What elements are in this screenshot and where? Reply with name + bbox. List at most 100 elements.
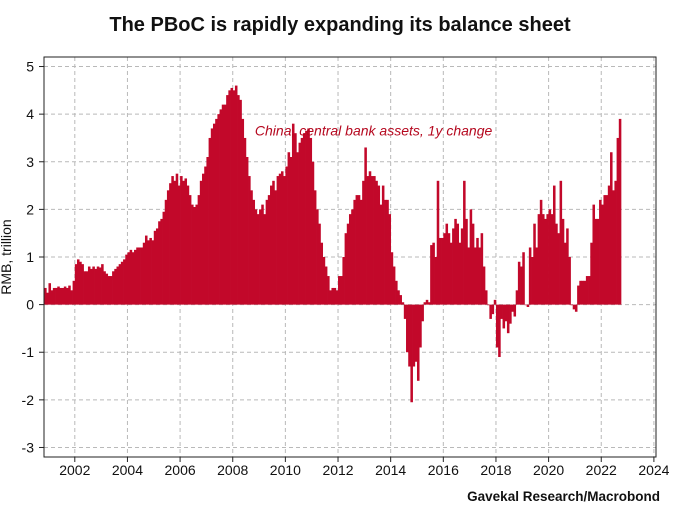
- bar: [175, 173, 179, 305]
- y-tick-label: 5: [26, 59, 34, 75]
- bar: [603, 195, 606, 305]
- bar: [596, 218, 600, 305]
- bar: [397, 290, 400, 305]
- bar: [127, 252, 130, 305]
- bar: [401, 302, 405, 305]
- bar: [616, 137, 620, 305]
- x-tick-label: 2020: [533, 462, 564, 478]
- bar: [463, 180, 466, 305]
- bar: [81, 264, 84, 305]
- bar: [267, 195, 271, 305]
- bar: [469, 209, 473, 305]
- y-axis-title: RMB, trillion: [0, 219, 14, 294]
- bar: [542, 214, 545, 305]
- bar: [375, 180, 378, 305]
- bar: [546, 214, 549, 305]
- bar: [386, 199, 389, 305]
- bar: [362, 180, 365, 305]
- bar: [94, 268, 98, 305]
- x-tick-label: 2018: [480, 462, 511, 478]
- bar: [193, 207, 196, 305]
- y-tick-label: -3: [22, 439, 35, 455]
- bar: [408, 304, 411, 367]
- bar: [92, 266, 95, 305]
- bar: [48, 283, 52, 305]
- bar: [320, 242, 324, 305]
- bar: [526, 304, 530, 307]
- bar: [109, 276, 113, 305]
- bar: [230, 87, 234, 305]
- bars-layer: [44, 85, 622, 403]
- bar: [291, 123, 295, 305]
- bar: [484, 290, 488, 305]
- bar: [248, 176, 251, 305]
- bar: [204, 166, 207, 305]
- bar: [436, 180, 440, 305]
- bar: [614, 180, 617, 305]
- bar: [434, 257, 438, 305]
- bar: [441, 237, 444, 305]
- bar: [96, 266, 100, 305]
- bar: [430, 245, 433, 305]
- bar: [114, 268, 117, 305]
- bar: [107, 276, 111, 305]
- bar: [342, 257, 345, 305]
- x-tick-label: 2016: [428, 462, 459, 478]
- bar: [509, 304, 512, 324]
- y-tick-label: 1: [26, 249, 34, 265]
- bar: [112, 271, 115, 305]
- bar: [147, 240, 150, 305]
- y-tick-label: -1: [22, 344, 35, 360]
- bar: [68, 285, 71, 305]
- bar: [120, 261, 124, 305]
- bar: [85, 271, 89, 305]
- bar: [504, 304, 508, 322]
- bar: [482, 266, 486, 305]
- bar: [142, 242, 146, 305]
- bar: [416, 304, 420, 381]
- bar: [425, 299, 429, 305]
- bar: [256, 214, 260, 305]
- bar: [506, 304, 510, 334]
- bar: [399, 295, 402, 305]
- bar: [344, 233, 348, 305]
- bar: [379, 204, 383, 305]
- y-tick-label: 0: [26, 297, 34, 313]
- bar: [329, 290, 332, 305]
- bar: [610, 152, 613, 305]
- y-tick-label: 4: [26, 106, 34, 122]
- bar: [118, 264, 122, 305]
- bar: [136, 247, 139, 305]
- bar: [531, 257, 534, 305]
- bar: [70, 290, 73, 305]
- bar: [226, 95, 229, 305]
- bar: [592, 204, 596, 305]
- bar: [318, 223, 321, 305]
- bar: [294, 133, 297, 305]
- bar: [476, 237, 479, 305]
- bar: [359, 199, 363, 305]
- bar: [480, 233, 484, 305]
- bar: [414, 304, 418, 362]
- bar: [186, 185, 190, 305]
- bar: [241, 118, 245, 305]
- bar: [191, 204, 194, 305]
- x-tick-label: 2014: [375, 462, 406, 478]
- x-tick-label: 2022: [586, 462, 617, 478]
- bar: [52, 287, 56, 305]
- bar: [74, 264, 78, 305]
- bar: [552, 185, 556, 305]
- bar: [478, 247, 481, 305]
- bar: [239, 99, 242, 305]
- bar: [585, 276, 589, 305]
- bar: [572, 304, 576, 310]
- bar: [583, 280, 587, 305]
- bar: [368, 171, 372, 305]
- bar: [138, 247, 141, 305]
- bar: [83, 271, 87, 305]
- bar: [406, 304, 409, 353]
- bar: [173, 180, 177, 305]
- bar: [272, 180, 275, 305]
- bar: [199, 180, 203, 305]
